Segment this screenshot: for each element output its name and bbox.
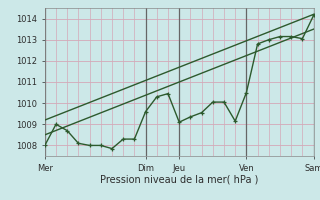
X-axis label: Pression niveau de la mer( hPa ): Pression niveau de la mer( hPa ): [100, 174, 258, 184]
